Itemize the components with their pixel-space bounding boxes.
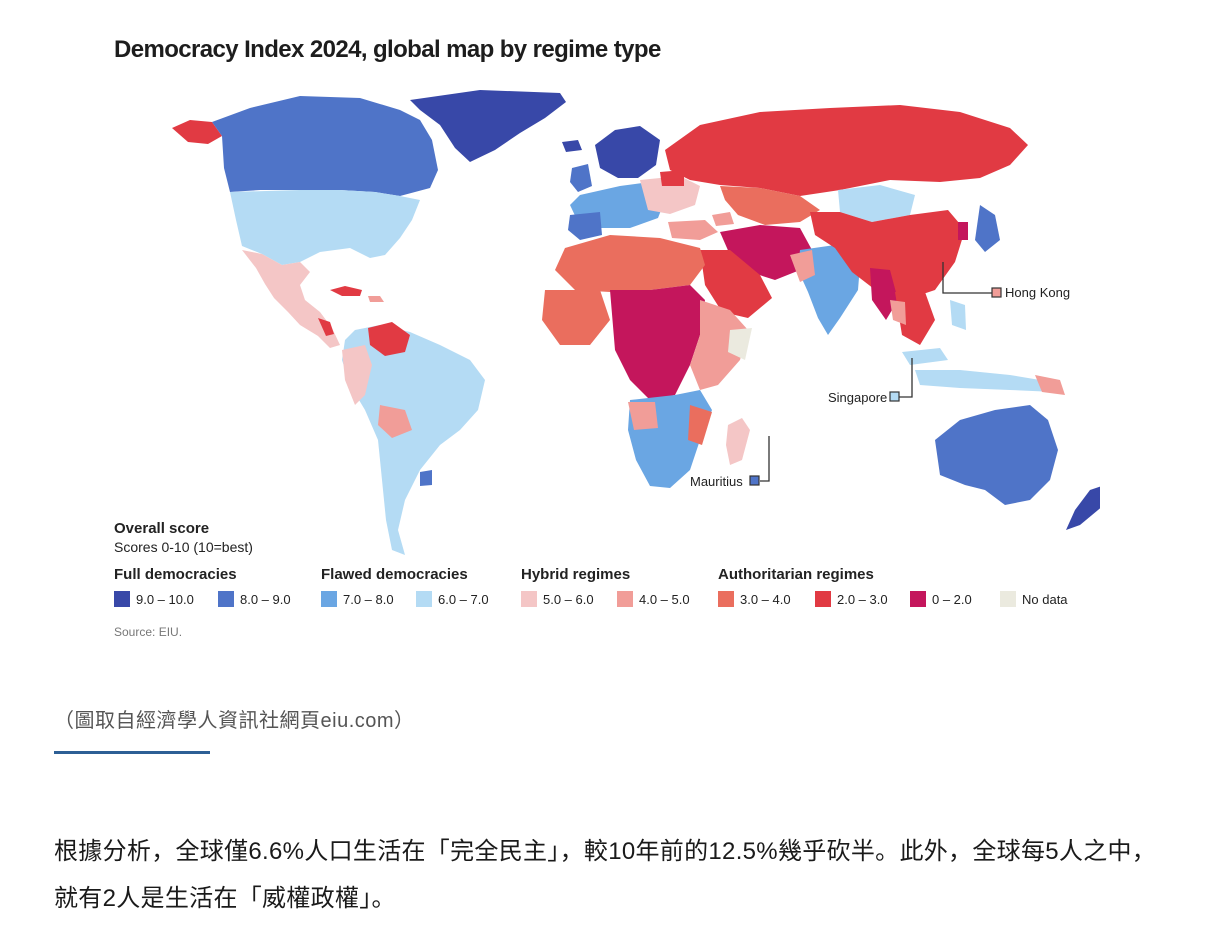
region-malaysia xyxy=(902,348,948,365)
region-cuba xyxy=(330,286,362,296)
region-mexico xyxy=(242,250,340,348)
hong-kong-callout-line xyxy=(942,262,992,294)
region-australia xyxy=(935,405,1058,505)
region-russia xyxy=(665,105,1028,196)
source-note: Source: EIU. xyxy=(114,625,183,639)
legend-item-no-data: No data xyxy=(1000,591,1068,607)
legend-item-label: 7.0 – 8.0 xyxy=(343,591,394,607)
singapore-label: Singapore xyxy=(828,390,888,405)
region-alaska xyxy=(172,120,222,144)
region-mongolia xyxy=(838,185,915,222)
legend-item-label: 3.0 – 4.0 xyxy=(740,591,791,607)
region-uruguay xyxy=(420,470,432,486)
legend-swatch xyxy=(617,591,633,607)
region-greenland xyxy=(410,90,566,162)
legend-item-label: 8.0 – 9.0 xyxy=(240,591,291,607)
hong-kong-label: Hong Kong xyxy=(1005,285,1071,300)
world-map xyxy=(172,90,1100,555)
article-paragraph: 根據分析，全球僅6.6%人口生活在「完全民主」，較10年前的12.5%幾乎砍半。… xyxy=(54,838,1157,912)
region-papua xyxy=(1035,375,1065,395)
region-colombia-peru xyxy=(342,345,372,405)
region-china xyxy=(810,210,965,300)
region-caucasus xyxy=(712,212,734,226)
legend-heading: Overall score xyxy=(114,520,210,537)
legend-item: 5.0 – 6.0 xyxy=(521,591,594,607)
region-mozambique xyxy=(688,405,712,445)
legend-swatch xyxy=(718,591,734,607)
legend-swatch-no-data xyxy=(1000,591,1016,607)
region-venezuela xyxy=(368,322,410,356)
legend-item: 7.0 – 8.0 xyxy=(321,591,394,607)
legend: Overall score Scores 0-10 (10=best) xyxy=(114,520,253,555)
legend-item-label: No data xyxy=(1022,591,1068,607)
region-west-africa xyxy=(542,290,610,345)
legend-item: 4.0 – 5.0 xyxy=(617,591,690,607)
region-east-africa xyxy=(690,300,748,390)
region-iberia xyxy=(568,212,602,240)
caption-divider xyxy=(54,751,210,754)
region-horn-no-data xyxy=(728,328,752,360)
legend-item-label: 6.0 – 7.0 xyxy=(438,591,489,607)
legend-swatch xyxy=(910,591,926,607)
region-pakistan xyxy=(790,250,815,282)
singapore-marker xyxy=(889,391,900,402)
region-nordics xyxy=(595,126,660,178)
legend-swatch xyxy=(218,591,234,607)
region-thailand xyxy=(890,300,906,325)
legend-item: 6.0 – 7.0 xyxy=(416,591,489,607)
hong-kong-marker xyxy=(991,287,1002,298)
region-bolivia xyxy=(378,405,412,438)
legend-item-label: 0 – 2.0 xyxy=(932,591,972,607)
region-madagascar xyxy=(726,418,750,465)
legend-group-hybrid-regimes: Hybrid regimes xyxy=(521,566,631,583)
region-japan xyxy=(975,205,1000,252)
image-caption: （圖取自經濟學人資訊社網頁eiu.com） xyxy=(54,710,415,732)
region-south-america xyxy=(342,325,485,555)
legend-swatch xyxy=(521,591,537,607)
region-canada xyxy=(212,96,438,196)
legend-swatch xyxy=(114,591,130,607)
region-iceland xyxy=(562,140,582,152)
region-korea xyxy=(958,222,968,240)
region-arabia xyxy=(700,250,772,318)
region-kazakhstan xyxy=(720,186,820,225)
legend-item: 9.0 – 10.0 xyxy=(114,591,194,607)
region-indonesia xyxy=(915,370,1055,392)
legend-item-label: 4.0 – 5.0 xyxy=(639,591,690,607)
region-eastern-europe xyxy=(640,176,700,214)
legend-item: 3.0 – 4.0 xyxy=(718,591,791,607)
region-angola xyxy=(628,402,658,430)
region-hispaniola xyxy=(368,296,384,302)
region-north-africa xyxy=(555,235,705,292)
region-new-zealand xyxy=(1066,486,1100,530)
region-myanmar xyxy=(870,268,898,320)
map-title: Democracy Index 2024, global map by regi… xyxy=(114,36,661,63)
legend-item: 2.0 – 3.0 xyxy=(815,591,888,607)
legend-group-full-democracies: Full democracies xyxy=(114,566,237,583)
mauritius-marker xyxy=(749,475,760,486)
region-central-africa xyxy=(610,285,705,400)
legend-item-label: 9.0 – 10.0 xyxy=(136,591,194,607)
mauritius-label: Mauritius xyxy=(690,474,743,489)
region-usa xyxy=(230,190,420,265)
legend-item: 0 – 2.0 xyxy=(910,591,972,607)
legend-item: 8.0 – 9.0 xyxy=(218,591,291,607)
legend-swatch xyxy=(321,591,337,607)
region-central-america-south xyxy=(318,318,334,336)
legend-subheading: Scores 0-10 (10=best) xyxy=(114,539,253,555)
region-philippines xyxy=(950,300,966,330)
legend-swatch xyxy=(416,591,432,607)
singapore-callout-line xyxy=(899,358,913,398)
region-uk xyxy=(570,164,592,192)
legend-swatch xyxy=(815,591,831,607)
legend-group-authoritarian-regimes: Authoritarian regimes xyxy=(718,566,874,583)
legend-group-flawed-democracies: Flawed democracies xyxy=(321,566,468,583)
legend-item-label: 5.0 – 6.0 xyxy=(543,591,594,607)
region-turkey xyxy=(668,220,718,240)
legend-item-label: 2.0 – 3.0 xyxy=(837,591,888,607)
mauritius-callout-line xyxy=(760,436,770,482)
region-iran-afghanistan xyxy=(720,225,812,280)
